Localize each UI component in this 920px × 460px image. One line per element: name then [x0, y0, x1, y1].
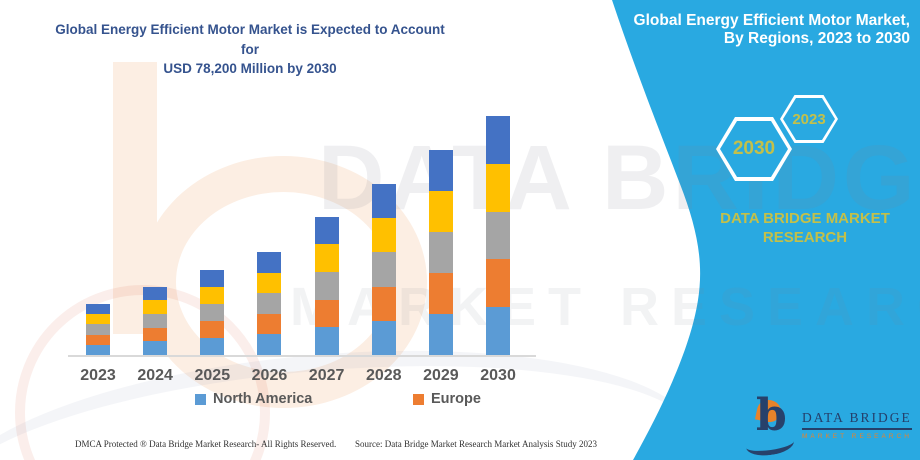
- bar-2028: [371, 183, 396, 355]
- hexagon-fill: [783, 98, 835, 140]
- logo-text: DATA BRIDGE MARKET RESEARCH: [802, 410, 912, 440]
- bar-segment: [86, 303, 110, 315]
- bar-segment: [486, 163, 511, 212]
- bar-segment: [314, 272, 339, 300]
- bar-segment: [257, 334, 282, 355]
- bar-segment: [314, 299, 339, 328]
- bar-2027: [314, 216, 339, 355]
- x-axis-label-2029: 2029: [423, 367, 459, 384]
- hexagon-year-label: 2030: [732, 138, 776, 159]
- bar-2023: [86, 303, 110, 355]
- footer-copyright: DMCA Protected ® Data Bridge Market Rese…: [75, 439, 337, 449]
- hexagon-badge-2030: 2030: [716, 117, 792, 181]
- bar-segment: [371, 218, 396, 253]
- bar-segment: [428, 190, 453, 232]
- legend-swatch: [195, 393, 206, 405]
- bar-segment: [371, 320, 396, 355]
- bar-segment: [428, 231, 453, 273]
- legend-label: Europe: [431, 391, 481, 407]
- x-axis-labels: 2023 2024 2025 2026 2027 2028 2029 2030: [0, 367, 620, 389]
- bar-segment: [428, 149, 453, 191]
- page-title-line1: Global Energy Efficient Motor Market is …: [55, 22, 445, 57]
- bar-segment: [314, 244, 339, 273]
- bar-2029: [428, 149, 453, 355]
- footer-source: Source: Data Bridge Market Research Mark…: [355, 439, 597, 449]
- hexagon-year-label: 2023: [792, 110, 826, 128]
- bar-segment: [314, 327, 339, 355]
- legend-swatch: [413, 393, 424, 405]
- bar-segment: [371, 252, 396, 287]
- x-axis-label-2025: 2025: [194, 367, 231, 384]
- panel-title: Global Energy Efficient Motor Market, By…: [620, 12, 910, 48]
- bar-segment: [86, 344, 110, 355]
- chart-legend: North America Europe: [0, 391, 620, 411]
- bar-segment: [257, 272, 282, 294]
- legend-label: North America: [213, 391, 313, 407]
- logo-brand-name: DATA BRIDGE: [802, 410, 912, 430]
- page-title-line2: USD 78,200 Million by 2030: [163, 61, 337, 77]
- bar-segment: [143, 341, 168, 355]
- bar-segment: [257, 313, 282, 335]
- data-bridge-logo-icon: b: [744, 394, 796, 459]
- legend-item-north-america: North America: [195, 391, 312, 407]
- bar-2025: [200, 270, 225, 355]
- bar-segment: [257, 293, 282, 314]
- bar-2026: [257, 252, 282, 355]
- panel-title-line2: By Regions, 2023 to 2030: [723, 29, 910, 47]
- bar-segment: [486, 307, 511, 355]
- bar-segment: [428, 272, 453, 314]
- bar-segment: [200, 320, 225, 338]
- bar-2030: [486, 116, 511, 355]
- bar-segment: [86, 324, 110, 335]
- bar-segment: [143, 314, 168, 328]
- bar-segment: [371, 286, 396, 321]
- panel-title-line1: Global Energy Efficient Motor Market,: [633, 12, 910, 29]
- bar-segment: [200, 337, 225, 355]
- panel-brand-caption: DATA BRIDGE MARKET RESEARCH: [720, 210, 890, 246]
- x-axis-label-2023: 2023: [80, 367, 116, 384]
- bar-segment: [371, 183, 396, 219]
- bar-segment: [200, 304, 225, 321]
- bar-segment: [143, 286, 168, 301]
- bar-segment: [486, 116, 511, 164]
- company-logo: b DATA BRIDGE MARKET RESEARCH: [744, 394, 916, 459]
- bar-segment: [143, 327, 168, 342]
- x-axis-label-2028: 2028: [365, 367, 402, 384]
- bar-segment: [257, 252, 282, 273]
- bar-segment: [486, 211, 511, 260]
- bar-segment: [200, 287, 225, 304]
- page-title: Global Energy Efficient Motor Market is …: [50, 20, 450, 79]
- bar-segment: [486, 259, 511, 308]
- hexagon-badge-2023: 2023: [780, 95, 838, 143]
- logo-brand-subtitle: MARKET RESEARCH: [802, 433, 912, 440]
- x-axis-label-2027: 2027: [308, 367, 345, 384]
- x-axis-label-2026: 2026: [251, 367, 288, 384]
- bar-2024: [143, 286, 168, 355]
- bar-segment: [86, 334, 110, 345]
- bar-segment: [86, 314, 110, 325]
- x-axis-label-2030: 2030: [480, 367, 516, 384]
- right-panel-shape: [612, 0, 920, 460]
- bar-segment: [314, 216, 339, 245]
- bar-segment: [143, 300, 168, 315]
- bar-segment: [428, 313, 453, 355]
- x-axis-label-2024: 2024: [137, 367, 173, 384]
- bar-segment: [200, 270, 225, 288]
- logo-b-glyph-icon: b: [756, 390, 787, 441]
- x-axis-line: [68, 355, 536, 357]
- legend-item-europe: Europe: [413, 391, 481, 407]
